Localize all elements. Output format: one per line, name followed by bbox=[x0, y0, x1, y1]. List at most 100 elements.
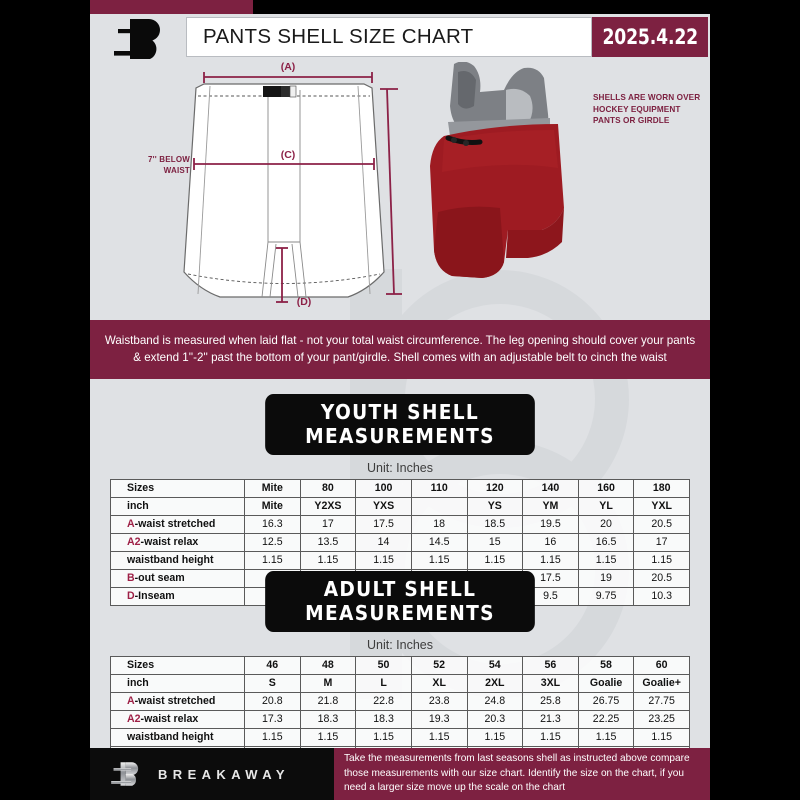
table-cell: 1.15 bbox=[299, 551, 357, 570]
table-row: A-waist stretched 20.8 21.8 22.8 23.8 24.8 25.… bbox=[110, 692, 690, 711]
table-cell: 1.15 bbox=[522, 728, 579, 747]
product-photo-illustration bbox=[430, 61, 564, 278]
row-label: B-out seam bbox=[110, 746, 245, 748]
row-label: inch bbox=[110, 497, 245, 516]
table-row: Sizes 46 48 50 52 54 56 58 60 bbox=[110, 656, 690, 675]
table-cell: Goalie+ bbox=[633, 674, 690, 693]
table-cell: 20.8 bbox=[244, 692, 301, 711]
table-cell: 58 bbox=[577, 656, 635, 675]
table-cell: 52 bbox=[410, 656, 468, 675]
adult-size-table: Sizes 46 48 50 52 54 56 58 60 inch S M L XL 2XL 3XL Goal… bbox=[110, 656, 690, 748]
table-cell: 60 bbox=[633, 656, 690, 675]
row-label: A-waist stretched bbox=[110, 692, 245, 711]
table-cell: 1.15 bbox=[577, 728, 635, 747]
table-cell: 1.15 bbox=[633, 728, 690, 747]
table-cell: XL bbox=[410, 674, 468, 693]
table-cell: 19.3 bbox=[410, 710, 468, 729]
table-cell: 21.3 bbox=[522, 710, 579, 729]
table-cell: 1.15 bbox=[410, 728, 468, 747]
table-cell: 48 bbox=[299, 656, 357, 675]
table-cell: 14.5 bbox=[410, 533, 468, 552]
dimension-label-a: (A) bbox=[281, 62, 296, 73]
title-box: PANTS SHELL SIZE CHART bbox=[186, 17, 592, 57]
footer-note-block: Take the measurements from last seasons … bbox=[334, 748, 710, 800]
table-cell: 80 bbox=[299, 479, 357, 498]
table-cell: Y2XS bbox=[299, 497, 357, 516]
table-cell: YXS bbox=[355, 497, 412, 516]
header: PANTS SHELL SIZE CHART 2025.4.22 bbox=[90, 14, 710, 62]
table-row: A2-waist relax 17.3 18.3 18.3 19.3 20.3 21.3 22… bbox=[110, 710, 690, 729]
row-label-prefix: A2 bbox=[127, 713, 141, 725]
table-cell: 120 bbox=[466, 479, 524, 498]
row-label: Sizes bbox=[110, 656, 245, 675]
table-row: waistband height 1.15 1.15 1.15 1.15 1.15 1.15… bbox=[110, 551, 690, 570]
table-row: B-out seam2021.52122.323242525.5 bbox=[110, 746, 690, 748]
table-cell: 23.8 bbox=[410, 692, 468, 711]
table-cell: 50 bbox=[355, 656, 412, 675]
table-row: waistband height 1.15 1.15 1.15 1.15 1.15 1.15… bbox=[110, 728, 690, 747]
row-label-prefix: A bbox=[127, 695, 135, 707]
table-cell: 24.8 bbox=[466, 692, 524, 711]
table-cell: 12.5 bbox=[244, 533, 301, 552]
dimension-label-d: (D) bbox=[297, 296, 312, 308]
page-title: PANTS SHELL SIZE CHART bbox=[203, 25, 474, 48]
table-cell: 1.15 bbox=[466, 551, 524, 570]
table-cell: 2XL bbox=[466, 674, 524, 693]
table-cell: Goalie bbox=[577, 674, 635, 693]
row-label-prefix: D bbox=[127, 590, 135, 602]
row-label: waistband height bbox=[110, 551, 245, 570]
table-cell: 10.3 bbox=[633, 587, 690, 606]
footer: BREAKAWAY Take the measurements from las… bbox=[90, 748, 710, 800]
breakaway-b-logo-icon bbox=[114, 19, 160, 59]
table-cell: 140 bbox=[522, 479, 579, 498]
table-cell: 18.3 bbox=[355, 710, 412, 729]
table-cell: 25.5 bbox=[633, 746, 690, 748]
table-cell: YS bbox=[466, 497, 524, 516]
row-label: waistband height bbox=[110, 728, 245, 747]
table-cell: 22.8 bbox=[355, 692, 412, 711]
table-cell: 27.75 bbox=[633, 692, 690, 711]
table-cell: 160 bbox=[577, 479, 635, 498]
row-label: inch bbox=[110, 674, 245, 693]
table-cell: 15 bbox=[466, 533, 524, 552]
table-row: inch S M L XL 2XL 3XL Goalie Goalie+ bbox=[110, 674, 690, 693]
table-cell: 17.3 bbox=[244, 710, 301, 729]
table-cell: 1.15 bbox=[355, 551, 412, 570]
row-label: A2-waist relax bbox=[110, 533, 245, 552]
table-cell: 20 bbox=[577, 515, 635, 534]
table-cell: 26.75 bbox=[577, 692, 635, 711]
diagram-area: 7'' BELOW WAIST bbox=[90, 61, 710, 320]
table-cell: 3XL bbox=[522, 674, 579, 693]
row-label: A2-waist relax bbox=[110, 710, 245, 729]
table-cell: 16 bbox=[522, 533, 579, 552]
adult-table-body: Sizes 46 48 50 52 54 56 58 60 inch S M L XL 2XL 3XL Goal… bbox=[110, 656, 690, 748]
adult-section: ADULT SHELL MEASUREMENTS Unit: Inches Si… bbox=[90, 571, 710, 748]
table-cell: YL bbox=[577, 497, 635, 516]
table-cell: 21.8 bbox=[299, 692, 357, 711]
table-cell: 1.15 bbox=[577, 551, 635, 570]
table-cell: 25.8 bbox=[522, 692, 579, 711]
adult-unit-label: Unit: Inches bbox=[366, 638, 433, 652]
youth-unit-label: Unit: Inches bbox=[366, 461, 433, 475]
footer-brand-block: BREAKAWAY bbox=[90, 748, 334, 800]
table-cell: Mite bbox=[244, 479, 301, 498]
table-cell: 1.15 bbox=[244, 728, 301, 747]
instruction-banner: Waistband is measured when laid flat - n… bbox=[90, 320, 710, 379]
row-label-prefix: A bbox=[127, 518, 135, 530]
table-cell: 17 bbox=[633, 533, 690, 552]
table-cell: 100 bbox=[355, 479, 412, 498]
adult-section-title: ADULT SHELL MEASUREMENTS bbox=[265, 571, 535, 632]
youth-section-title: YOUTH SHELL MEASUREMENTS bbox=[265, 394, 535, 455]
table-cell: 1.15 bbox=[355, 728, 412, 747]
table-cell: S bbox=[244, 674, 301, 693]
top-accent-strip bbox=[90, 0, 253, 14]
table-row: Sizes Mite 80 100 110 120 140 160 180 bbox=[110, 479, 690, 498]
breakaway-b-logo-icon bbox=[111, 762, 139, 786]
table-cell: Mite bbox=[244, 497, 301, 516]
table-cell bbox=[410, 497, 468, 516]
date-label: 2025.4.22 bbox=[602, 25, 698, 49]
table-cell: 9.5 bbox=[522, 587, 579, 606]
footer-note-text: Take the measurements from last seasons … bbox=[344, 753, 690, 794]
table-cell: 13.5 bbox=[299, 533, 357, 552]
table-row: A2-waist relax 12.5 13.5 14 14.5 15 16 16.5 17 bbox=[110, 533, 690, 552]
